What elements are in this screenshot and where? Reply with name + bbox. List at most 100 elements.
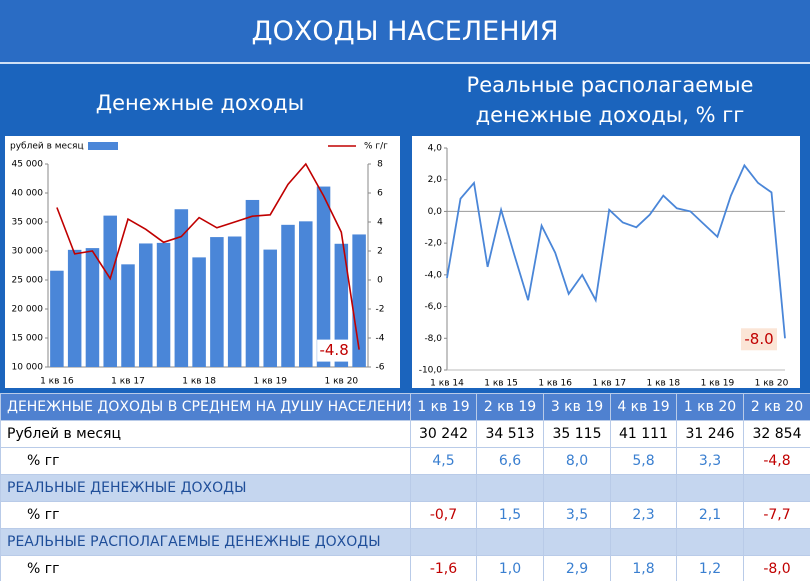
value-cell: 1,0: [476, 555, 544, 581]
table-row: % гг -1,6 1,0 2,9 1,8 1,2 -8,0: [0, 555, 810, 581]
subtitle: Реальные располагаемые денежные доходы, …: [466, 73, 754, 127]
value-cell: 41 111: [610, 420, 677, 448]
slide-title: ДОХОДЫ НАСЕЛЕНИЯ: [0, 0, 810, 64]
y-tick-label: -10,0: [419, 366, 443, 376]
empty-cell: [610, 528, 677, 556]
row-label: % гг: [0, 501, 411, 529]
line: [56, 162, 360, 350]
bar: [316, 186, 331, 367]
y2-tick-label: 0: [377, 276, 383, 286]
value-cell: 2,3: [610, 501, 677, 529]
value-cell: 1,2: [676, 555, 744, 581]
table-row: РЕАЛЬНЫЕ ДЕНЕЖНЫЕ ДОХОДЫ: [0, 474, 810, 502]
value-cell: 2,9: [543, 555, 611, 581]
row-label: Рублей в месяц: [0, 420, 411, 448]
legend-label: % г/г: [364, 142, 388, 152]
x-tick-label: 1 кв 16: [538, 379, 572, 389]
row-label: % гг: [0, 555, 411, 581]
value-cell: -7,7: [743, 501, 810, 529]
header-cell: 1 кв 19: [410, 393, 477, 421]
y2-tick-label: -6: [376, 363, 385, 373]
bar: [210, 237, 224, 367]
x-tick-label: 1 кв 19: [701, 379, 735, 389]
x-tick-label: 1 кв 16: [40, 377, 74, 387]
y-tick-label: -8,0: [424, 334, 442, 344]
header-cell: ДЕНЕЖНЫЕ ДОХОДЫ В СРЕДНЕМ НА ДУШУ НАСЕЛЕ…: [0, 393, 411, 421]
y-tick-label: 4,0: [428, 144, 443, 154]
bar: [139, 243, 153, 367]
empty-cell: [476, 474, 544, 502]
value-cell: 5,8: [610, 447, 677, 475]
value-cell: -0,7: [410, 501, 477, 529]
bar: [192, 257, 206, 367]
value-cell: 3,5: [543, 501, 611, 529]
annotation-box: [741, 328, 777, 351]
annotation: -8.0: [744, 330, 773, 348]
value-cell: 2,1: [676, 501, 744, 529]
empty-cell: [610, 474, 677, 502]
y-tick-label: 25 000: [12, 276, 44, 286]
value-cell: 34 513: [476, 420, 544, 448]
y-tick-label: 45 000: [12, 160, 44, 170]
header-cell: 4 кв 19: [610, 393, 677, 421]
y2-tick-label: 4: [377, 218, 383, 228]
value-cell: -1,6: [410, 555, 477, 581]
y-tick-label: -6,0: [424, 302, 442, 312]
bar: [121, 264, 135, 367]
y-tick-label: 40 000: [12, 189, 44, 199]
bar: [50, 270, 64, 367]
bar: [174, 209, 189, 367]
y2-tick-label: 8: [377, 160, 383, 170]
y2-tick-label: 6: [377, 189, 383, 199]
legend-label: рублей в месяц: [10, 142, 84, 152]
chart-box: [412, 136, 800, 388]
y-tick-label: 0,0: [428, 207, 443, 217]
value-cell: 30 242: [410, 420, 477, 448]
value-cell: 3,3: [676, 447, 744, 475]
empty-cell: [543, 474, 611, 502]
empty-cell: [476, 528, 544, 556]
empty-cell: [676, 528, 744, 556]
y-tick-label: -2,0: [424, 239, 442, 249]
value-cell: 1,5: [476, 501, 544, 529]
section-cell: РЕАЛЬНЫЕ ДЕНЕЖНЫЕ ДОХОДЫ: [0, 474, 411, 502]
bar: [67, 249, 82, 367]
value-cell: 1,8: [610, 555, 677, 581]
empty-cell: [676, 474, 744, 502]
x-tick-label: 1 кв 17: [592, 379, 626, 389]
subtitle: Денежные доходы: [95, 91, 305, 115]
legend-swatch: [88, 142, 118, 150]
table-row: % гг -0,7 1,5 3,5 2,3 2,1 -7,7: [0, 501, 810, 529]
table-row: Рублей в месяц 30 242 34 513 35 115 41 111 31…: [0, 420, 810, 448]
y-tick-label: 35 000: [12, 218, 44, 228]
table: ДЕНЕЖНЫЕ ДОХОДЫ В СРЕДНЕМ НА ДУШУ НАСЕЛЕ…: [0, 393, 810, 581]
bar: [352, 234, 366, 367]
empty-cell: [743, 474, 810, 502]
x-tick-label: 1 кв 17: [111, 377, 145, 387]
x-tick-label: 1 кв 18: [646, 379, 680, 389]
y-tick-label: 30 000: [12, 247, 44, 257]
line: [446, 163, 786, 339]
y-tick-label: 15 000: [12, 334, 44, 344]
header-cell: 2 кв 20: [743, 393, 810, 421]
value-cell: 4,5: [410, 447, 477, 475]
bar: [334, 243, 349, 367]
x-tick-label: 1 кв 18: [182, 377, 216, 387]
empty-cell: [410, 474, 477, 502]
value-cell: 8,0: [543, 447, 611, 475]
x-tick-label: 1 кв 15: [484, 379, 518, 389]
bar: [245, 199, 260, 367]
header-cell: 2 кв 19: [476, 393, 544, 421]
bar: [85, 248, 100, 367]
y-tick-label: 20 000: [12, 305, 44, 315]
y-tick-label: -4,0: [424, 270, 442, 280]
annotation: -4.8: [319, 341, 348, 359]
bar: [227, 236, 242, 367]
y2-tick-label: -2: [376, 305, 385, 315]
y-tick-label: 2,0: [428, 175, 443, 185]
value-cell: 6,6: [476, 447, 544, 475]
y2-tick-label: 2: [377, 247, 383, 257]
section-cell: РЕАЛЬНЫЕ РАСПОЛАГАЕМЫЕ ДЕНЕЖНЫЕ ДОХОДЫ: [0, 528, 411, 556]
